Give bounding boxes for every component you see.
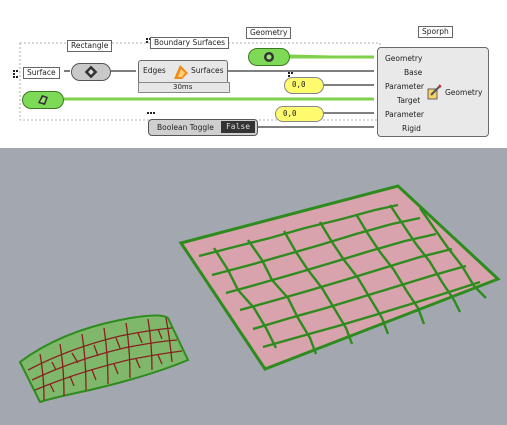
- rectangle-label: Rectangle: [67, 40, 113, 52]
- rectangle-component[interactable]: [71, 63, 111, 81]
- sporph-input-base[interactable]: Base: [404, 68, 423, 77]
- sporph-output-geometry[interactable]: Geometry: [445, 88, 483, 97]
- surface-param[interactable]: [22, 91, 64, 109]
- rhino-viewport[interactable]: [0, 148, 507, 425]
- edges-input[interactable]: Edges: [143, 66, 166, 75]
- geometry-param[interactable]: [248, 48, 290, 66]
- sporph-input-rigid[interactable]: Rigid: [402, 124, 421, 133]
- morphed-cells: [27, 317, 183, 401]
- sporph-icon: [425, 83, 443, 101]
- param2-value: 0,0: [283, 109, 297, 118]
- boundary-label: Boundary Surfaces: [150, 37, 229, 49]
- boolean-toggle[interactable]: Boolean Toggle False: [148, 119, 258, 136]
- wire-geometry-thin: [289, 54, 375, 58]
- pin-icon-3: [288, 72, 294, 80]
- geometry-label: Geometry: [246, 27, 292, 39]
- parameter-slider-2[interactable]: 0,0: [275, 106, 324, 122]
- toggle-label: Boolean Toggle: [157, 123, 214, 132]
- sporph-label: Sporph: [418, 26, 453, 38]
- grasshopper-canvas[interactable]: Rectangle Surface Boundary Surfaces Edge…: [0, 0, 507, 148]
- surface-icon: [36, 93, 50, 107]
- surfaces-output[interactable]: Surfaces: [191, 66, 224, 75]
- morphed-surface: [18, 314, 190, 404]
- boundary-surfaces-component[interactable]: Edges Surfaces: [138, 60, 228, 84]
- sporph-input-target[interactable]: Target: [397, 96, 421, 105]
- pin-icon: [13, 70, 19, 80]
- viewport-geometry: [18, 184, 501, 404]
- sporph-input-parameter-1[interactable]: Parameter: [385, 82, 425, 91]
- sporph-input-parameter-2[interactable]: Parameter: [385, 110, 425, 119]
- sporph-input-geometry[interactable]: Geometry: [385, 54, 423, 63]
- surface-label: Surface: [23, 67, 60, 79]
- profiler-bar-bg: 30ms: [138, 82, 230, 93]
- sporph-component[interactable]: Geometry Base Parameter Target Parameter…: [377, 47, 489, 137]
- voronoi-surface-large: [178, 184, 501, 371]
- profiler-time-text: 30ms: [173, 83, 193, 91]
- pin-icon-4: [147, 112, 157, 118]
- param1-value: 0,0: [292, 80, 306, 89]
- parameter-slider-1[interactable]: 0,0: [284, 77, 324, 94]
- geometry-icon: [262, 50, 276, 64]
- voronoi-cells-large: [198, 203, 487, 355]
- toggle-value[interactable]: False: [221, 121, 255, 133]
- boundary-surface-icon: [172, 63, 190, 81]
- rectangle-icon: [84, 65, 98, 79]
